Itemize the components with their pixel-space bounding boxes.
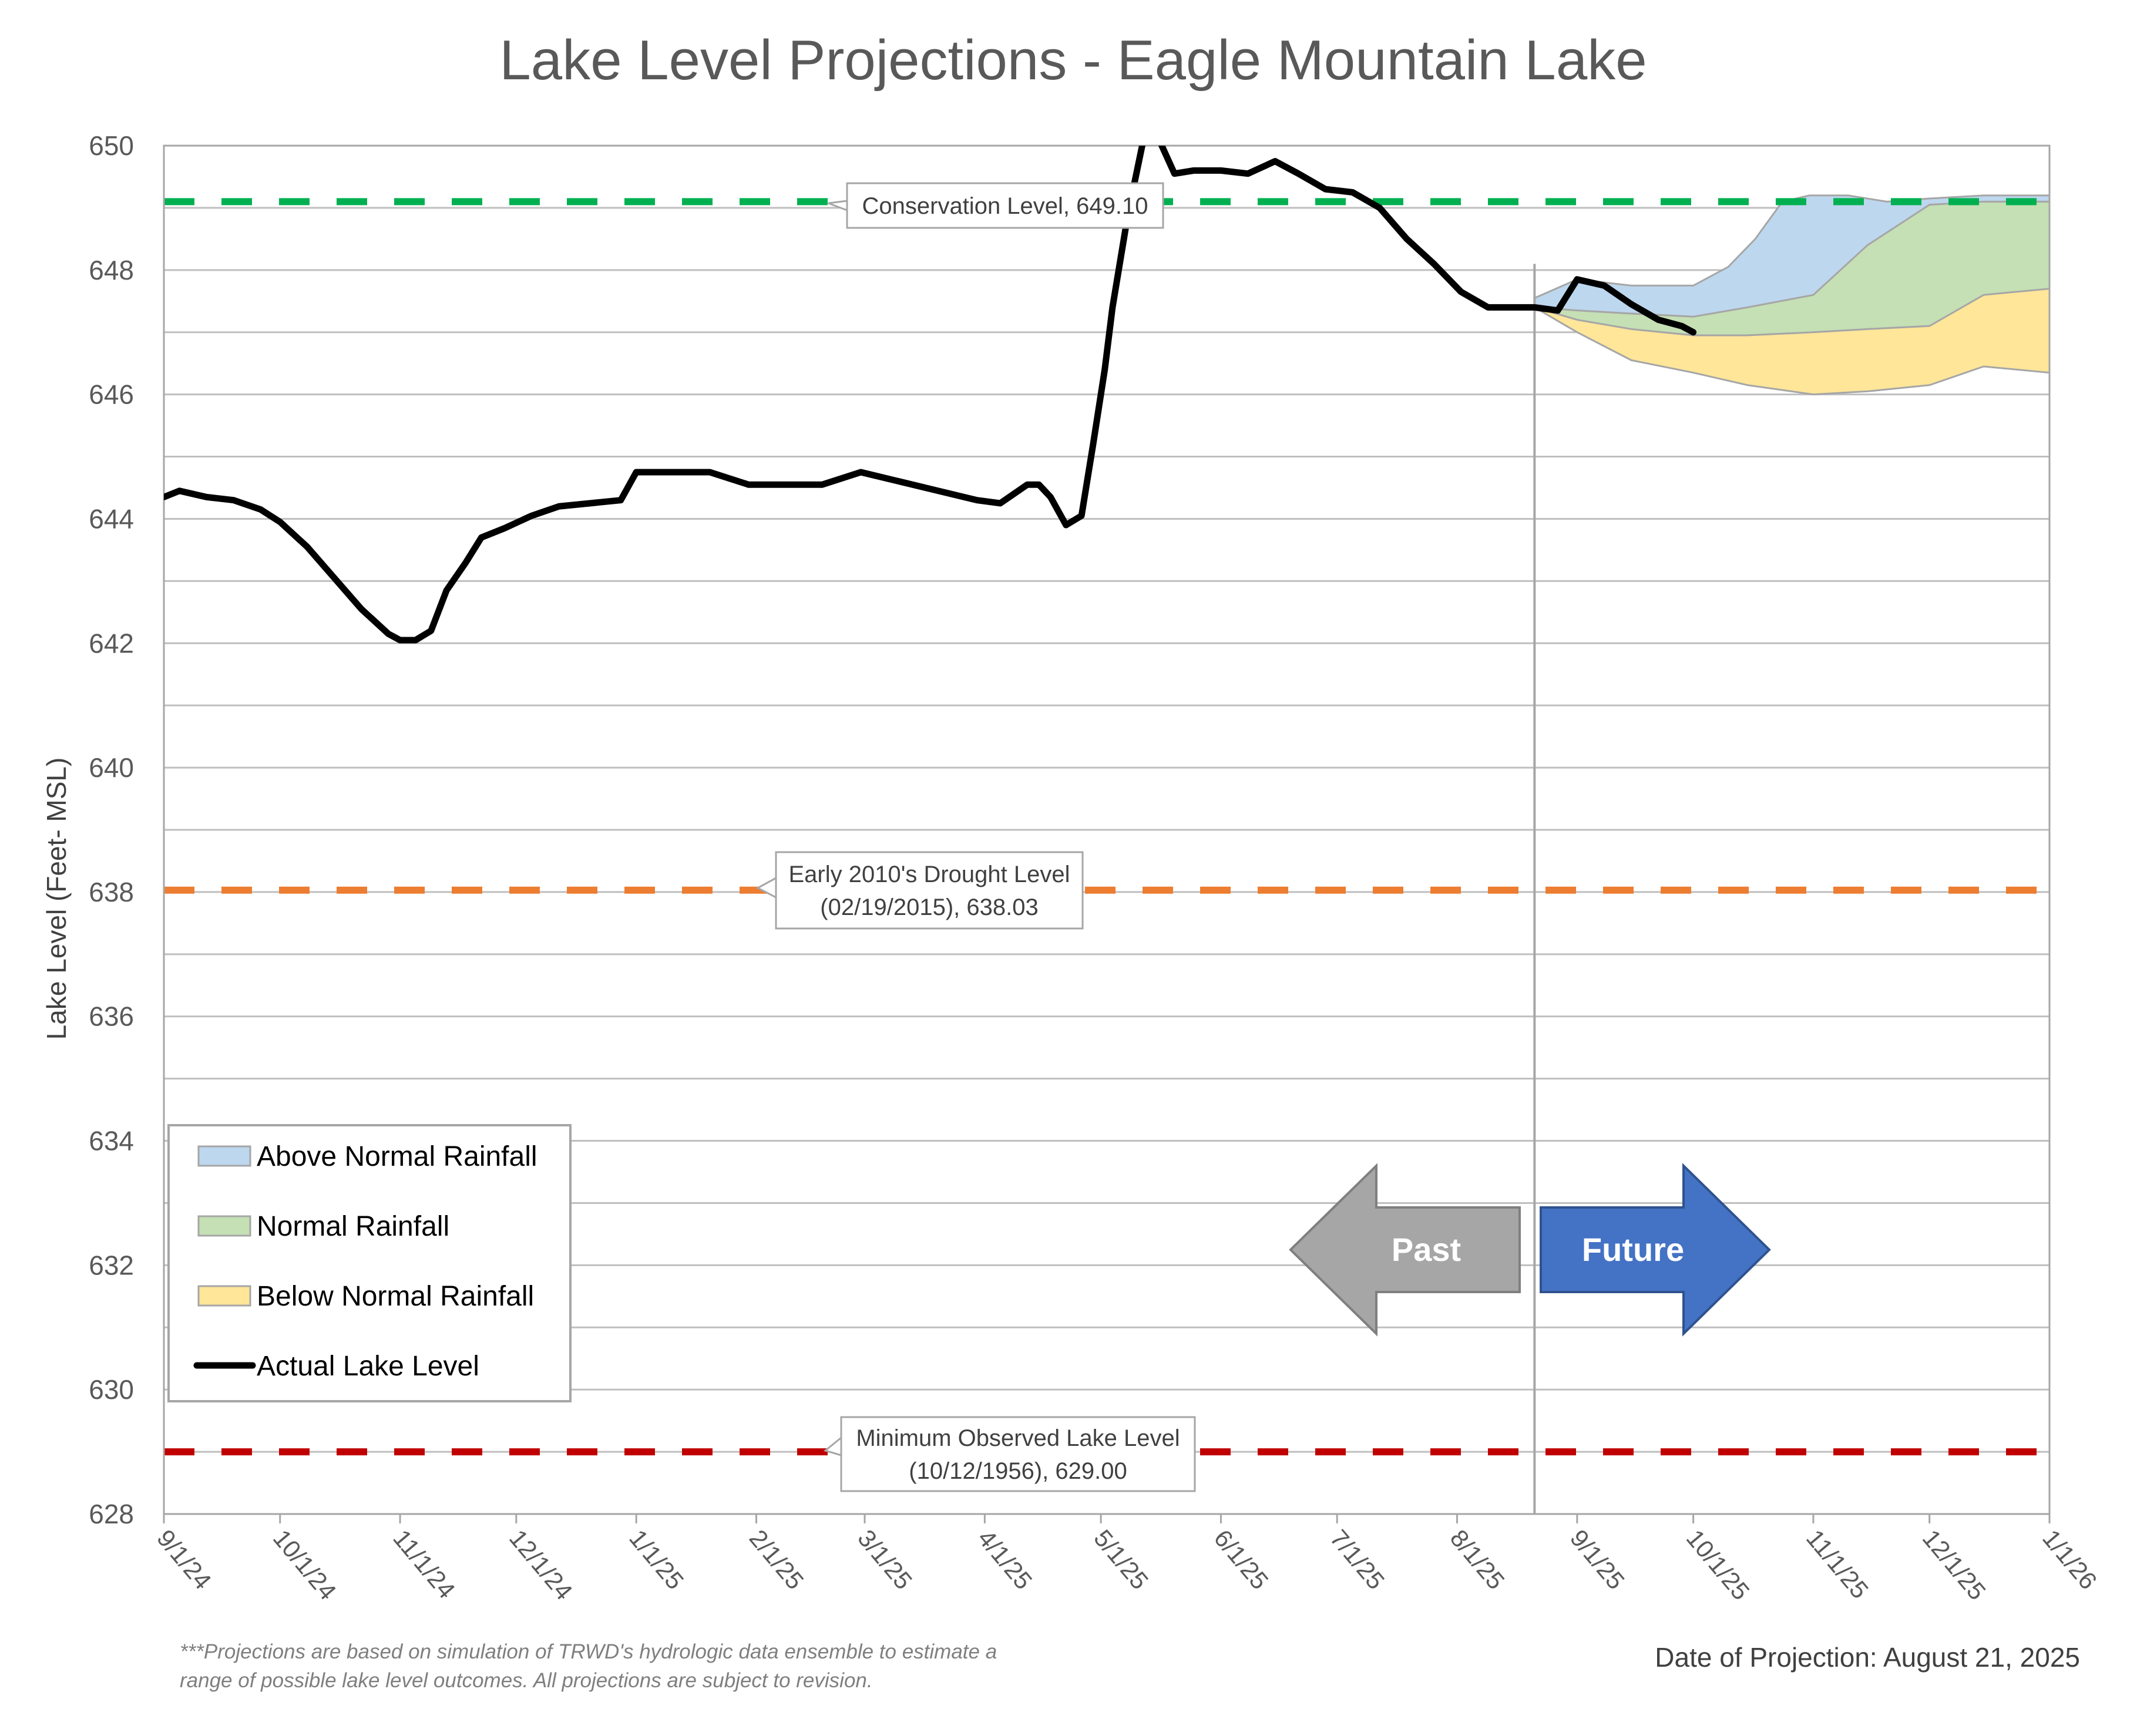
legend-box <box>167 1124 572 1402</box>
callout-2: Minimum Observed Lake Level (10/12/1956),… <box>823 1416 1196 1492</box>
x-axis-ticks: 9/1/24 10/1/24 11/1/24 12/1/24 1/1/25 2/1/25 3… <box>152 1514 2102 1605</box>
legend-swatch-below-normal <box>197 1285 251 1307</box>
y-tick-label: 628 <box>89 1499 134 1529</box>
x-tick-label: 1/1/26 <box>2037 1525 2102 1595</box>
y-tick-label: 642 <box>89 628 134 658</box>
callout-box <box>775 851 1084 930</box>
past-arrow-label: Past <box>1392 1231 1461 1268</box>
y-tick-label: 636 <box>89 1001 134 1032</box>
x-tick-label: 12/1/25 <box>1917 1525 1991 1606</box>
reference-callouts: Conservation Level, 649.10 Early 2010's D… <box>755 182 1196 1492</box>
legend-swatch-normal <box>197 1215 251 1237</box>
callout-pointer <box>755 877 777 899</box>
y-tick-label: 646 <box>89 379 134 410</box>
footnote-line-2: range of possible lake level outcomes. A… <box>180 1669 873 1692</box>
legend-label-normal: Normal Rainfall <box>257 1211 449 1242</box>
callout-pointer <box>823 1436 842 1456</box>
future-arrow: Future <box>1540 1163 1771 1337</box>
callout-label: Conservation Level, 649.10 <box>862 193 1148 219</box>
callout-label: Minimum Observed Lake Level <box>856 1425 1180 1451</box>
footnote-line-1: ***Projections are based on simulation o… <box>180 1640 997 1663</box>
projection-date: Date of Projection: August 21, 2025 <box>1655 1642 2080 1673</box>
chart-title: Lake Level Projections - Eagle Mountain … <box>499 29 1647 92</box>
callout-pointer <box>828 200 848 211</box>
x-tick-label: 9/1/24 <box>152 1525 217 1595</box>
x-tick-label: 7/1/25 <box>1325 1525 1390 1595</box>
future-arrow-shape <box>1540 1163 1771 1337</box>
x-tick-label: 8/1/25 <box>1445 1525 1510 1595</box>
actual-lake-level-line <box>164 146 1697 644</box>
x-tick-label: 2/1/25 <box>744 1525 809 1595</box>
series-actual-lake-level <box>164 146 1697 644</box>
legend-label-actual: Actual Lake Level <box>257 1351 479 1382</box>
legend-label-above-normal: Above Normal Rainfall <box>257 1141 537 1172</box>
callout-box <box>840 1416 1196 1492</box>
callout-1: Early 2010's Drought Level (02/19/2015), … <box>755 851 1084 930</box>
y-tick-label: 644 <box>89 503 134 534</box>
y-tick-label: 650 <box>89 130 134 161</box>
x-tick-label: 1/1/25 <box>624 1525 689 1595</box>
legend-swatch-above-normal <box>197 1145 251 1167</box>
y-tick-label: 632 <box>89 1250 134 1280</box>
y-tick-label: 640 <box>89 752 134 783</box>
x-tick-label: 9/1/25 <box>1565 1525 1630 1595</box>
x-tick-label: 12/1/24 <box>504 1525 578 1606</box>
projection-bands <box>1533 194 2051 396</box>
x-tick-label: 6/1/25 <box>1209 1525 1274 1595</box>
x-tick-label: 5/1/25 <box>1088 1525 1154 1595</box>
x-tick-label: 11/1/24 <box>388 1525 461 1604</box>
x-tick-label: 11/1/25 <box>1801 1525 1874 1604</box>
legend: Above Normal Rainfall Normal Rainfall Be… <box>167 1124 572 1402</box>
x-tick-label: 10/1/25 <box>1681 1525 1755 1606</box>
y-axis-label: Lake Level (Feet- MSL) <box>41 758 72 1040</box>
callout-label: (10/12/1956), 629.00 <box>909 1458 1127 1484</box>
x-tick-label: 4/1/25 <box>972 1525 1037 1595</box>
future-arrow-label: Future <box>1582 1231 1684 1268</box>
callout-label: (02/19/2015), 638.03 <box>820 894 1038 920</box>
callout-0: Conservation Level, 649.10 <box>828 182 1164 229</box>
y-tick-label: 634 <box>89 1126 134 1156</box>
callout-box <box>846 182 1164 229</box>
past-arrow: Past <box>1289 1163 1521 1337</box>
legend-label-below-normal: Below Normal Rainfall <box>257 1281 534 1312</box>
x-tick-label: 10/1/24 <box>268 1525 342 1606</box>
y-axis-ticks: 628 630 632 634 636 638 640 642 644 646 648 650 <box>89 130 134 1529</box>
plot-frame <box>163 144 2051 1515</box>
x-tick-label: 3/1/25 <box>852 1525 918 1595</box>
y-tick-label: 630 <box>89 1374 134 1405</box>
callout-label: Early 2010's Drought Level <box>788 862 1070 887</box>
y-tick-label: 638 <box>89 877 134 907</box>
y-tick-label: 648 <box>89 255 134 285</box>
past-arrow-shape <box>1289 1163 1521 1337</box>
